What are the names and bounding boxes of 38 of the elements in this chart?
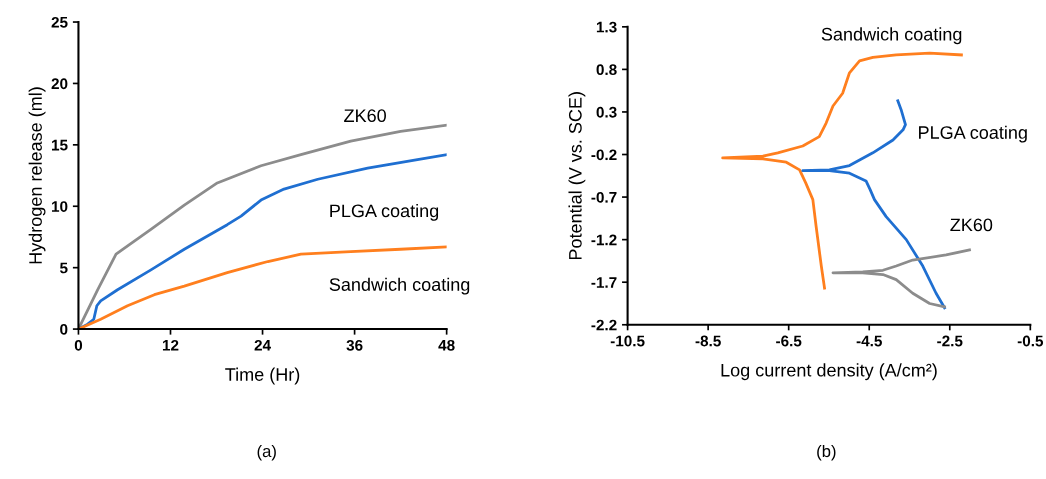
series-label: ZK60 [950,218,993,232]
line-series [831,248,971,309]
y-tick-label: 1.3 [596,21,617,33]
y-tick-label: 0 [60,323,68,335]
x-tick-label: -0.5 [1017,335,1044,347]
y-tick-label: -2.2 [591,319,617,331]
series-label: Sandwich coating [329,277,470,295]
series-label: PLGA coating [330,203,439,221]
y-tick-label: 20 [51,78,68,90]
series-label: Sandwich coating [821,27,962,45]
x-axis-title: Time (Hr) [225,367,300,385]
x-tick-label: 36 [346,339,363,351]
y-tick-label: 0.8 [596,64,617,76]
y-tick-label: -0.7 [591,191,617,203]
x-tick-label: -8.5 [695,335,721,347]
series-label: PLGA coating [919,125,1027,143]
x-tick-label: 48 [438,339,455,351]
y-axis-title: Hydrogen release (ml) [28,87,46,264]
y-tick-label: -1.2 [591,234,617,246]
y-tick-label: 5 [60,262,68,274]
y-tick-label: -0.2 [591,149,617,161]
text: (b) [817,444,836,461]
y-tick-label: -1.7 [591,277,617,288]
x-tick-label: 12 [162,339,179,351]
y-tick-label: 10 [52,201,68,212]
x-axis-title: Log current density (A/cm²) [721,363,937,381]
text: (a) [257,444,276,461]
series-label: ZK60 [344,109,386,123]
x-tick-label: -10.5 [610,335,645,347]
y-tick-label: 25 [51,16,68,28]
x-tick-label: -6.5 [776,335,802,347]
x-tick-label: 24 [254,339,271,351]
y-axis-title: Potential (V vs. SCE) [568,92,586,260]
x-tick-label: 0 [74,339,83,351]
x-tick-label: -4.5 [856,335,882,347]
y-tick-label: 0.3 [596,106,617,118]
x-tick-label: -2.5 [937,335,963,347]
y-tick-label: 15 [52,139,68,151]
